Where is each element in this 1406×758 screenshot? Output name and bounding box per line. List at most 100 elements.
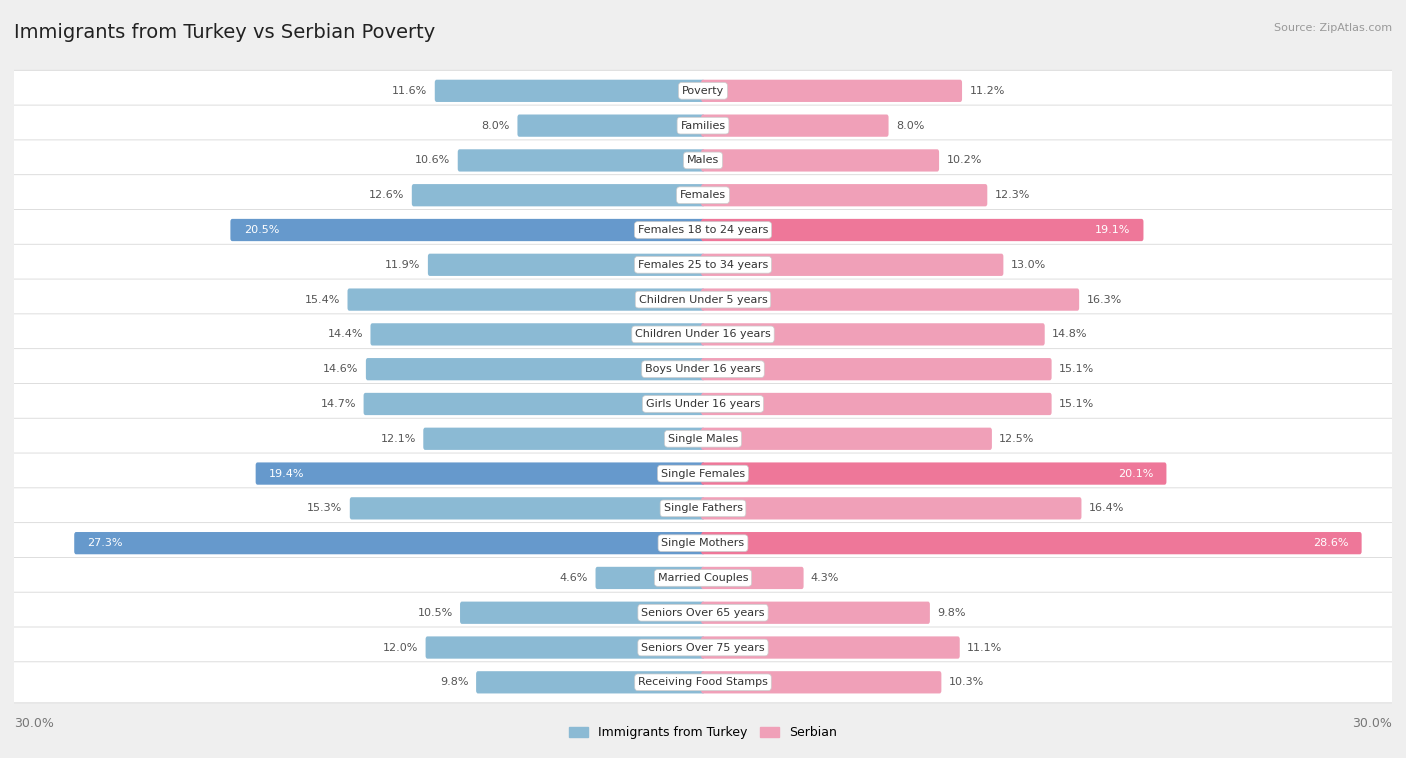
Legend: Immigrants from Turkey, Serbian: Immigrants from Turkey, Serbian	[564, 721, 842, 744]
FancyBboxPatch shape	[702, 637, 960, 659]
FancyBboxPatch shape	[423, 428, 704, 450]
Text: 15.3%: 15.3%	[307, 503, 343, 513]
Text: Poverty: Poverty	[682, 86, 724, 96]
FancyBboxPatch shape	[460, 602, 704, 624]
FancyBboxPatch shape	[4, 174, 1402, 216]
Text: 9.8%: 9.8%	[938, 608, 966, 618]
FancyBboxPatch shape	[4, 244, 1402, 285]
Text: 4.6%: 4.6%	[560, 573, 588, 583]
Text: Females 25 to 34 years: Females 25 to 34 years	[638, 260, 768, 270]
Text: 14.7%: 14.7%	[321, 399, 356, 409]
Text: 8.0%: 8.0%	[896, 121, 924, 130]
Text: 27.3%: 27.3%	[87, 538, 124, 548]
FancyBboxPatch shape	[702, 393, 1052, 415]
Text: 10.3%: 10.3%	[949, 678, 984, 688]
FancyBboxPatch shape	[702, 184, 987, 206]
FancyBboxPatch shape	[4, 209, 1402, 251]
Text: 12.6%: 12.6%	[370, 190, 405, 200]
FancyBboxPatch shape	[4, 522, 1402, 564]
Text: 20.1%: 20.1%	[1118, 468, 1153, 478]
Text: Children Under 5 years: Children Under 5 years	[638, 295, 768, 305]
Text: Families: Families	[681, 121, 725, 130]
Text: 15.1%: 15.1%	[1059, 399, 1094, 409]
Text: 10.2%: 10.2%	[946, 155, 981, 165]
Text: 12.0%: 12.0%	[382, 643, 418, 653]
FancyBboxPatch shape	[517, 114, 704, 136]
Text: 12.1%: 12.1%	[381, 434, 416, 443]
Text: Married Couples: Married Couples	[658, 573, 748, 583]
FancyBboxPatch shape	[702, 358, 1052, 381]
Text: 10.6%: 10.6%	[415, 155, 450, 165]
FancyBboxPatch shape	[702, 219, 1143, 241]
Text: Receiving Food Stamps: Receiving Food Stamps	[638, 678, 768, 688]
Text: 9.8%: 9.8%	[440, 678, 468, 688]
Text: Females: Females	[681, 190, 725, 200]
FancyBboxPatch shape	[702, 532, 1361, 554]
FancyBboxPatch shape	[256, 462, 704, 484]
Text: 12.3%: 12.3%	[994, 190, 1031, 200]
Text: 15.1%: 15.1%	[1059, 364, 1094, 374]
Text: 16.3%: 16.3%	[1087, 295, 1122, 305]
FancyBboxPatch shape	[702, 149, 939, 171]
FancyBboxPatch shape	[412, 184, 704, 206]
Text: Seniors Over 65 years: Seniors Over 65 years	[641, 608, 765, 618]
FancyBboxPatch shape	[702, 80, 962, 102]
Text: 19.1%: 19.1%	[1095, 225, 1130, 235]
Text: 11.6%: 11.6%	[392, 86, 427, 96]
FancyBboxPatch shape	[4, 70, 1402, 111]
Text: 19.4%: 19.4%	[269, 468, 305, 478]
Text: Single Mothers: Single Mothers	[661, 538, 745, 548]
FancyBboxPatch shape	[75, 532, 704, 554]
FancyBboxPatch shape	[702, 602, 929, 624]
FancyBboxPatch shape	[4, 349, 1402, 390]
FancyBboxPatch shape	[347, 289, 704, 311]
Text: 4.3%: 4.3%	[811, 573, 839, 583]
Text: 28.6%: 28.6%	[1313, 538, 1348, 548]
FancyBboxPatch shape	[231, 219, 704, 241]
FancyBboxPatch shape	[702, 462, 1167, 484]
Text: 11.2%: 11.2%	[969, 86, 1005, 96]
FancyBboxPatch shape	[702, 323, 1045, 346]
FancyBboxPatch shape	[477, 671, 704, 694]
Text: 20.5%: 20.5%	[243, 225, 278, 235]
FancyBboxPatch shape	[702, 114, 889, 136]
Text: Immigrants from Turkey vs Serbian Poverty: Immigrants from Turkey vs Serbian Povert…	[14, 23, 436, 42]
Text: 14.4%: 14.4%	[328, 330, 363, 340]
Text: Single Males: Single Males	[668, 434, 738, 443]
Text: 14.8%: 14.8%	[1052, 330, 1088, 340]
Text: 12.5%: 12.5%	[1000, 434, 1035, 443]
Text: Girls Under 16 years: Girls Under 16 years	[645, 399, 761, 409]
Text: Boys Under 16 years: Boys Under 16 years	[645, 364, 761, 374]
FancyBboxPatch shape	[4, 279, 1402, 320]
Text: Females 18 to 24 years: Females 18 to 24 years	[638, 225, 768, 235]
FancyBboxPatch shape	[702, 289, 1080, 311]
FancyBboxPatch shape	[370, 323, 704, 346]
FancyBboxPatch shape	[702, 567, 804, 589]
FancyBboxPatch shape	[427, 254, 704, 276]
FancyBboxPatch shape	[426, 637, 704, 659]
FancyBboxPatch shape	[366, 358, 704, 381]
FancyBboxPatch shape	[702, 254, 1004, 276]
Text: Single Fathers: Single Fathers	[664, 503, 742, 513]
Text: Single Females: Single Females	[661, 468, 745, 478]
FancyBboxPatch shape	[4, 557, 1402, 599]
Text: 14.6%: 14.6%	[323, 364, 359, 374]
FancyBboxPatch shape	[4, 453, 1402, 494]
FancyBboxPatch shape	[596, 567, 704, 589]
Text: Source: ZipAtlas.com: Source: ZipAtlas.com	[1274, 23, 1392, 33]
FancyBboxPatch shape	[350, 497, 704, 519]
Text: 11.9%: 11.9%	[385, 260, 420, 270]
FancyBboxPatch shape	[4, 384, 1402, 424]
FancyBboxPatch shape	[702, 497, 1081, 519]
FancyBboxPatch shape	[364, 393, 704, 415]
Text: 11.1%: 11.1%	[967, 643, 1002, 653]
FancyBboxPatch shape	[4, 314, 1402, 355]
FancyBboxPatch shape	[702, 671, 942, 694]
FancyBboxPatch shape	[4, 418, 1402, 459]
Text: 16.4%: 16.4%	[1088, 503, 1125, 513]
Text: Males: Males	[688, 155, 718, 165]
Text: Seniors Over 75 years: Seniors Over 75 years	[641, 643, 765, 653]
FancyBboxPatch shape	[4, 627, 1402, 668]
Text: 8.0%: 8.0%	[482, 121, 510, 130]
FancyBboxPatch shape	[4, 105, 1402, 146]
